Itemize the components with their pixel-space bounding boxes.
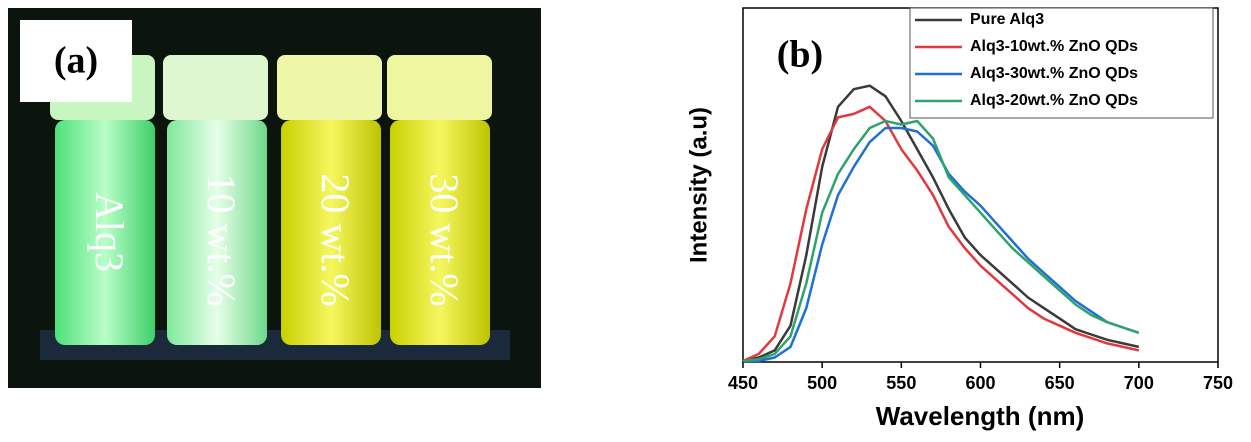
cap — [277, 55, 382, 120]
series-line — [743, 107, 1139, 361]
legend-label: Alq3-30wt.% ZnO QDs — [970, 65, 1138, 82]
panel-label: (b) — [777, 34, 823, 76]
cap — [163, 55, 268, 120]
legend-label: Alq3-10wt.% ZnO QDs — [970, 38, 1138, 55]
panel-label: (a) — [54, 40, 98, 82]
figure: Alq3 10 wt.% 20 wt.% 30 wt.% (a) (b) Wav… — [0, 0, 1251, 437]
page: Alq3 10 wt.% 20 wt.% 30 wt.% (a) (b) Wav… — [0, 0, 1251, 437]
x-axis-label: Wavelength (nm) — [876, 401, 1084, 431]
photo-panel: Alq3 10 wt.% 20 wt.% 30 wt.% (a) — [8, 8, 541, 388]
vial-label: 30 wt.% — [422, 173, 467, 306]
x-tick-label: 750 — [1203, 373, 1233, 393]
x-tick-label: 600 — [965, 373, 995, 393]
series-line — [743, 128, 1139, 361]
vial-label: 10 wt.% — [199, 173, 244, 306]
y-axis-label: Intensity (a.u) — [685, 107, 712, 263]
x-tick-label: 700 — [1124, 373, 1154, 393]
legend-label: Pure Alq3 — [970, 11, 1044, 28]
vial-label: Alq3 — [87, 192, 132, 272]
vial-label: 20 wt.% — [313, 173, 358, 306]
x-tick-label: 450 — [728, 373, 758, 393]
x-tick-label: 650 — [1045, 373, 1075, 393]
x-tick-label: 550 — [886, 373, 916, 393]
legend-label: Alq3-20wt.% ZnO QDs — [970, 92, 1138, 109]
series-line — [743, 121, 1139, 361]
cap — [387, 55, 492, 120]
x-tick-label: 500 — [807, 373, 837, 393]
